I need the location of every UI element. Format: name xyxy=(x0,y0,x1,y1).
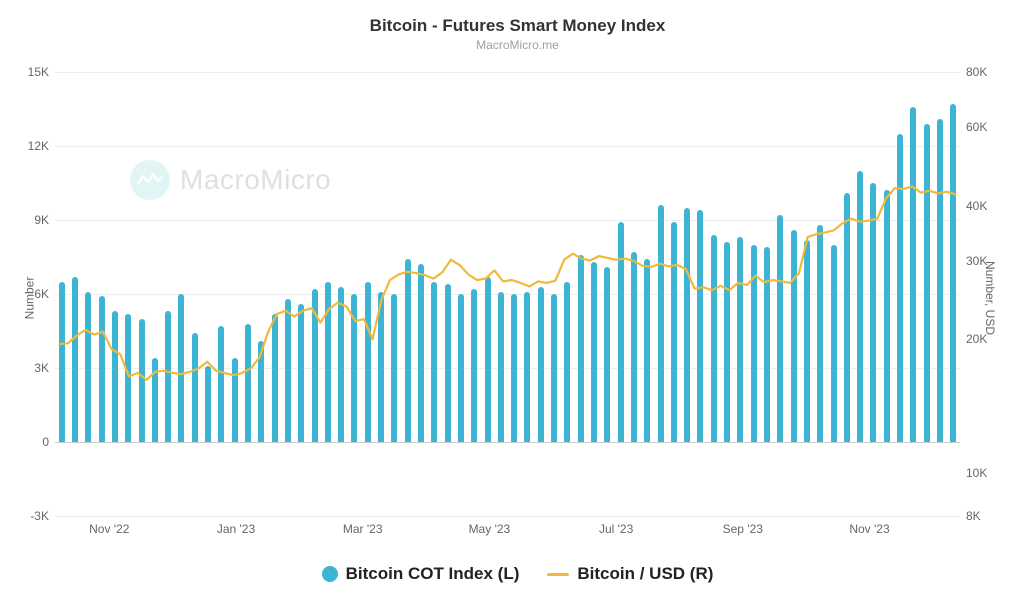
plot-area: MacroMicro -3K03K6K9K12K15K 8K10K20K30K4… xyxy=(55,72,960,516)
y-right-axis-title: Number, USD xyxy=(983,261,997,335)
price-line xyxy=(59,186,955,380)
chart-title: Bitcoin - Futures Smart Money Index xyxy=(0,0,1035,36)
y-right-tick-label: 10K xyxy=(960,466,1016,480)
legend-item-cot[interactable]: Bitcoin COT Index (L) xyxy=(322,564,520,584)
y-left-tick-label: 6K xyxy=(9,287,55,301)
legend-label: Bitcoin COT Index (L) xyxy=(346,564,520,584)
y-right-tick-label: 80K xyxy=(960,65,1016,79)
legend-swatch-circle xyxy=(322,566,338,582)
y-right-tick-label: 60K xyxy=(960,120,1016,134)
x-tick-label: Mar '23 xyxy=(343,516,383,536)
y-left-tick-label: 15K xyxy=(9,65,55,79)
y-right-tick-label: 30K xyxy=(960,254,1016,268)
y-right-tick-label: 8K xyxy=(960,509,1016,523)
legend-item-price[interactable]: Bitcoin / USD (R) xyxy=(547,564,713,584)
x-tick-label: Jul '23 xyxy=(599,516,633,536)
y-left-tick-label: 12K xyxy=(9,139,55,153)
y-left-tick-label: -3K xyxy=(9,509,55,523)
y-right-tick-label: 20K xyxy=(960,332,1016,346)
y-left-tick-label: 0 xyxy=(9,435,55,449)
x-tick-label: Jan '23 xyxy=(217,516,255,536)
legend-swatch-line xyxy=(547,573,569,576)
y-right-tick-label: 40K xyxy=(960,199,1016,213)
legend: Bitcoin COT Index (L) Bitcoin / USD (R) xyxy=(0,564,1035,584)
x-tick-label: Nov '22 xyxy=(89,516,129,536)
y-left-tick-label: 3K xyxy=(9,361,55,375)
y-left-tick-label: 9K xyxy=(9,213,55,227)
chart-container: Bitcoin - Futures Smart Money Index Macr… xyxy=(0,0,1035,596)
line-series xyxy=(55,72,960,516)
legend-label: Bitcoin / USD (R) xyxy=(577,564,713,584)
x-tick-label: Nov '23 xyxy=(849,516,889,536)
chart-subtitle: MacroMicro.me xyxy=(0,38,1035,52)
x-tick-label: May '23 xyxy=(469,516,511,536)
x-tick-label: Sep '23 xyxy=(723,516,763,536)
